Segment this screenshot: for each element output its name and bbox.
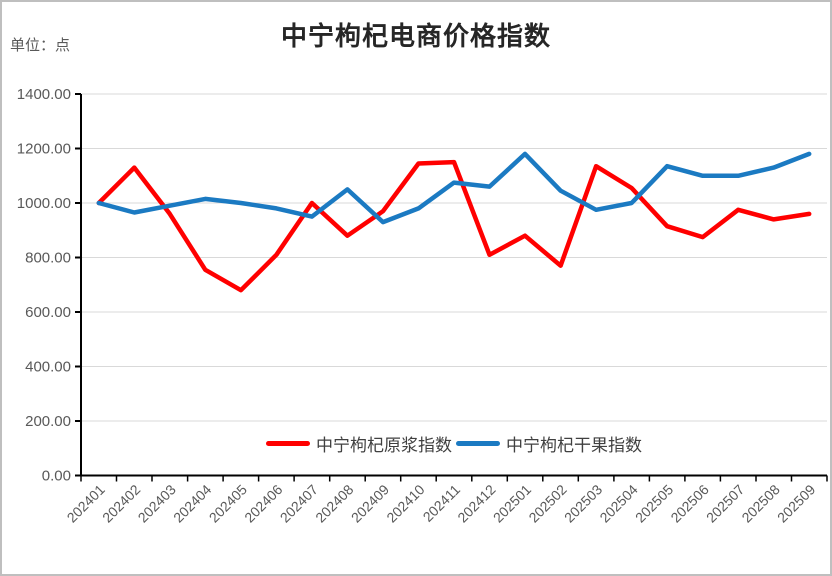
- y-tick-label: 1200.00: [17, 141, 71, 158]
- y-tick-label: 1000.00: [17, 195, 71, 212]
- legend-item-dried-fruit-index: 中宁枸杞干果指数: [456, 431, 642, 456]
- legend-swatch-blue-line: [456, 441, 500, 446]
- series-line-puree-index: [96, 159, 812, 293]
- legend-swatch-red-line: [266, 441, 310, 446]
- x-tick-label: 202411: [420, 481, 464, 525]
- x-tick-label: 202402: [99, 481, 143, 525]
- unit-label: 单位：点: [10, 38, 71, 54]
- x-tick-label: 202508: [738, 481, 782, 525]
- x-tick-label: 202410: [383, 481, 427, 525]
- chart-title: 中宁枸杞电商价格指数: [280, 22, 551, 51]
- legend-label-puree-index: 中宁枸杞原浆指数: [316, 436, 452, 455]
- x-tick-label: 202404: [170, 481, 214, 525]
- y-tick-label: 1400.00: [17, 86, 71, 103]
- x-tick-label: 202503: [561, 481, 605, 525]
- x-tick-label: 202408: [312, 481, 356, 525]
- x-tick-label: 202403: [135, 481, 179, 525]
- y-tick-label: 0.00: [42, 468, 71, 485]
- series-line-dried-fruit-index: [96, 151, 812, 225]
- y-tick-label: 800.00: [25, 250, 71, 267]
- x-tick-label: 202506: [667, 481, 711, 525]
- y-tick-label: 600.00: [25, 304, 71, 321]
- x-tick-label: 202412: [454, 481, 498, 525]
- x-tick-label: 202405: [206, 481, 250, 525]
- x-tick-label: 202407: [277, 481, 321, 525]
- x-tick-label: 202507: [703, 481, 747, 525]
- x-tick-label: 202504: [596, 481, 640, 525]
- y-tick-label: 200.00: [25, 413, 71, 430]
- y-tick-label: 400.00: [25, 359, 71, 376]
- x-tick-label: 202401: [64, 481, 108, 525]
- legend-item-puree-index: 中宁枸杞原浆指数: [266, 431, 452, 456]
- legend-label-dried-fruit-index: 中宁枸杞干果指数: [506, 436, 642, 455]
- x-tick-label: 202409: [348, 481, 392, 525]
- axis-lines: [80, 94, 827, 477]
- x-tick-label: 202406: [241, 481, 285, 525]
- x-tick-label: 202509: [774, 481, 818, 525]
- x-tick-label: 202502: [525, 481, 569, 525]
- x-tick-label: 202505: [632, 481, 676, 525]
- x-tick-label: 202501: [490, 481, 534, 525]
- chart-legend: 中宁枸杞原浆指数 中宁枸杞干果指数: [81, 431, 827, 456]
